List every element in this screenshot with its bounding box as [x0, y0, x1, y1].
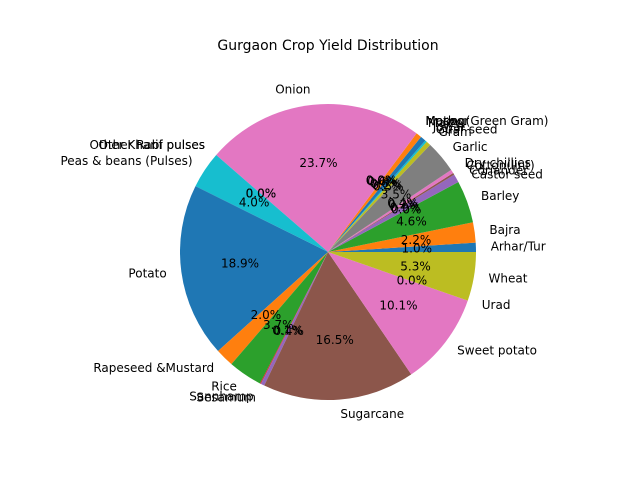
slice-label-arhar-tur: Arhar/Tur	[491, 239, 546, 253]
slice-label-other-rabi-pulses: Other Rabi pulses	[98, 138, 205, 152]
slice-percent-maize: 0.6%	[367, 174, 398, 188]
slice-percent-other-kharif-pulses: 0.0%	[246, 186, 277, 200]
slice-label-moth: Moth	[425, 114, 455, 128]
slice-percent-urad: 0.0%	[397, 274, 428, 288]
slice-label-coriander: Coriander	[469, 163, 528, 177]
pie-slice-coriander	[328, 174, 459, 252]
slice-label-sesamum: Sesamum	[196, 391, 256, 405]
pie-slice-onion	[216, 104, 417, 253]
slice-percent-sugarcane: 16.5%	[316, 333, 354, 347]
slice-percent-sannhamp: 0.1%	[272, 324, 303, 338]
pie-slice-potato	[180, 186, 328, 352]
pie-slice-sannhamp	[260, 252, 328, 384]
slice-label-masoor: Masoor	[425, 114, 469, 128]
slice-percent-potato: 18.9%	[221, 257, 259, 271]
slice-percent-bajra: 2.2%	[401, 233, 432, 247]
slice-percent-barley: 4.6%	[396, 214, 427, 228]
pie-slice-sweet-potato	[328, 252, 468, 375]
slice-percent-castor-seed: 0.0%	[391, 202, 422, 216]
chart-title: Gurgaon Crop Yield Distribution	[217, 38, 438, 54]
pie-slice-bajra	[328, 222, 476, 252]
pie-slice-garlic	[328, 144, 452, 252]
slice-label-bajra: Bajra	[489, 223, 520, 237]
slice-label-gram: Gram	[438, 125, 471, 139]
slice-percent-gram: 0.5%	[373, 179, 404, 193]
slice-percent-peas-beans-pulses: 4.0%	[239, 195, 270, 209]
slice-label-wheat: Wheat	[489, 272, 528, 286]
slice-label-peas-beans-pulses: Peas & beans (Pulses)	[60, 154, 192, 168]
slice-label-urad: Urad	[482, 298, 511, 312]
slice-label-rapeseed-mustard: Rapeseed &Mustard	[93, 361, 214, 375]
pie-labels: Arhar/Tur 1.0% Bajra 2.2% Barley 4.6% Castor s…	[60, 83, 548, 421]
pie-slice-barley	[328, 181, 473, 252]
pie-slices	[180, 104, 476, 401]
pie-slice-sesamum	[260, 252, 328, 386]
pie-slice-maize	[328, 133, 422, 252]
pie-slice-sugarcane	[264, 252, 412, 401]
slice-percent-rapeseed-mustard: 2.0%	[251, 308, 282, 322]
slice-percent-rice: 3.7%	[263, 318, 294, 332]
pie-slice-rapeseed-mustard	[218, 252, 328, 365]
slice-percent-sesamum: 0.4%	[273, 324, 304, 338]
slice-percent-wheat: 5.3%	[400, 259, 431, 273]
slice-percent-moth: 0.0%	[366, 173, 397, 187]
slice-label-potato: Potato	[128, 267, 166, 281]
slice-label-garlic: Garlic	[453, 140, 488, 154]
slice-label-maize: Maize	[428, 116, 463, 130]
slice-percent-arhar-tur: 1.0%	[402, 242, 433, 256]
pie-slice-rice	[231, 252, 328, 384]
pie-slice-arhar-tur	[328, 242, 476, 252]
slice-label-barley: Barley	[481, 189, 519, 203]
slice-percent-sweet-potato: 10.1%	[379, 299, 417, 313]
slice-label-sugarcane: Sugarcane	[340, 407, 404, 421]
pie-slice-wheat	[328, 252, 476, 301]
slice-label-onion: Onion	[275, 83, 310, 97]
slice-label-rice: Rice	[211, 379, 237, 393]
slice-label-dry-chillies: Dry chillies	[465, 156, 531, 170]
slice-label-other-kharif-pulses: Other Kharif pulses	[90, 138, 205, 152]
slice-percent-masoor: 0.0%	[366, 173, 397, 187]
slice-percent-other-rabi-pulses: 0.0%	[246, 186, 277, 200]
slice-label-guar-seed: Guar seed	[436, 123, 498, 137]
pie-slice-cotton-lint	[328, 173, 455, 252]
slice-percent-cotton-lint: 0.2%	[388, 198, 419, 212]
slice-label-castor-seed: Castor seed	[471, 167, 542, 181]
slice-percent-guar-seed: 0.2%	[372, 178, 403, 192]
pie-slice-guar-seed	[328, 140, 427, 252]
slice-percent-moong-green-gram: 0.0%	[366, 173, 397, 187]
slice-label-sannhamp: Sannhamp	[189, 389, 253, 403]
slice-percent-garlic: 3.5%	[381, 187, 412, 201]
pie-slice-jowar	[328, 136, 426, 252]
slice-label-sweet-potato: Sweet potato	[457, 344, 537, 358]
slice-label-jowar: Jowar	[432, 120, 466, 134]
slice-label-moong-green-gram: Moong(Green Gram)	[425, 114, 548, 128]
pie-slice-dry-chillies	[328, 169, 454, 252]
slice-percent-coriander: 0.9%	[390, 200, 421, 214]
slice-percent-dry-chillies: 0.4%	[387, 196, 418, 210]
slice-label-cotton-lint: Cotton(lint)	[466, 159, 534, 173]
pie-slice-gram	[328, 141, 431, 252]
slice-percent-onion: 23.7%	[299, 156, 337, 170]
pie-slice-peas-beans-pulses	[195, 155, 328, 252]
slice-percent-jowar: 0.6%	[370, 177, 401, 191]
